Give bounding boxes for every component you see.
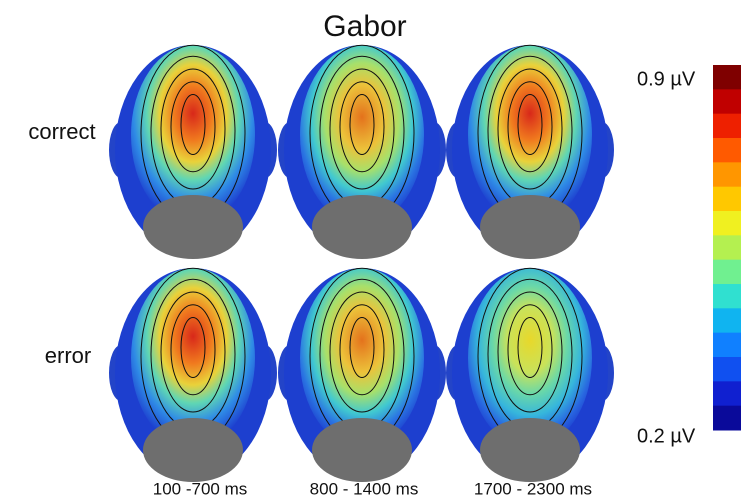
- row-label: error: [45, 343, 91, 368]
- head: [446, 45, 614, 259]
- neck: [480, 195, 580, 259]
- head: [109, 45, 277, 259]
- colorbar-step: [713, 357, 741, 382]
- row-label: correct: [28, 119, 95, 144]
- colorbar-max-label: 0.9 µV: [637, 68, 696, 90]
- neck: [312, 195, 412, 259]
- colorbar-step: [713, 65, 741, 90]
- head: [446, 268, 614, 482]
- colorbar-step: [713, 333, 741, 358]
- figure-title: Gabor: [323, 10, 406, 43]
- neck: [480, 418, 580, 482]
- head: [278, 45, 446, 259]
- colorbar-step: [713, 211, 741, 236]
- colorbar-step: [713, 406, 741, 431]
- colorbar-step: [713, 138, 741, 163]
- colorbar-step: [713, 284, 741, 309]
- neck: [312, 418, 412, 482]
- head: [109, 268, 277, 482]
- colorbar: [713, 65, 741, 431]
- neck: [143, 195, 243, 259]
- head: [278, 268, 446, 482]
- figure: Gabor correct error 100 -700 ms 800 - 14…: [0, 0, 745, 502]
- neck: [143, 418, 243, 482]
- column-label: 100 -700 ms: [153, 479, 248, 498]
- colorbar-step: [713, 162, 741, 187]
- colorbar-step: [713, 89, 741, 114]
- column-label: 1700 - 2300 ms: [474, 479, 592, 498]
- column-label: 800 - 1400 ms: [310, 479, 419, 498]
- topography-maps: [109, 45, 614, 482]
- colorbar-step: [713, 235, 741, 260]
- colorbar-min-label: 0.2 µV: [637, 425, 696, 447]
- colorbar-step: [713, 260, 741, 285]
- colorbar-step: [713, 308, 741, 333]
- colorbar-step: [713, 187, 741, 212]
- colorbar-step: [713, 381, 741, 406]
- colorbar-step: [713, 114, 741, 139]
